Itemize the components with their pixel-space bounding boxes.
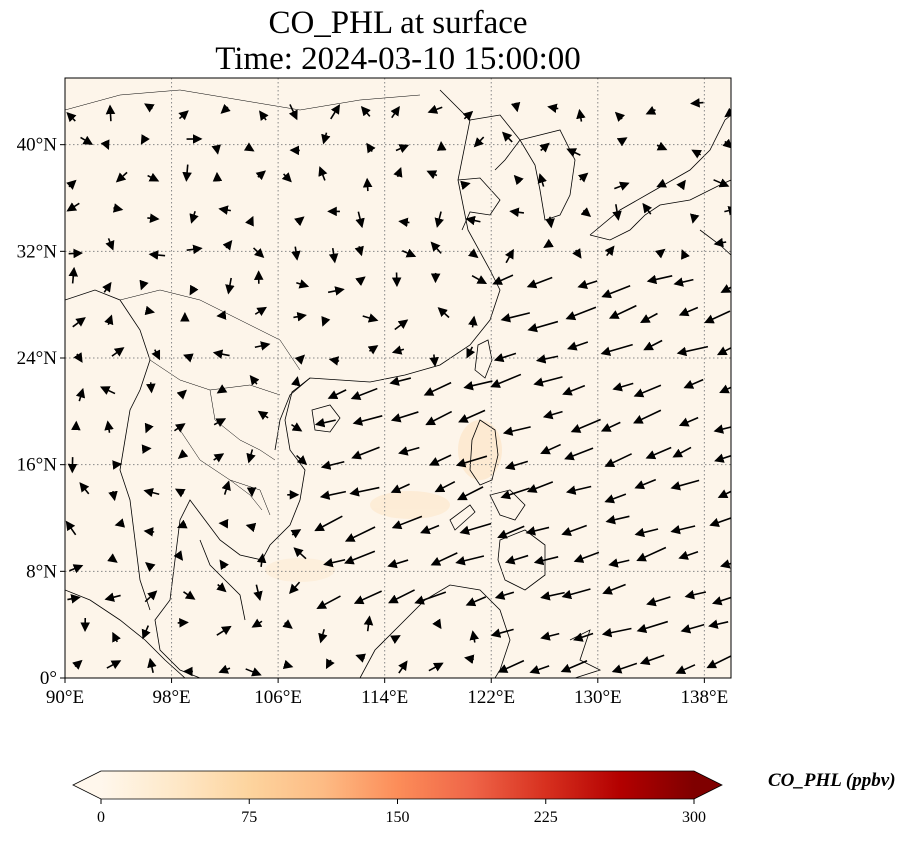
y-axis-ticks: 0° 8°N 16°N 24°N 32°N 40°N	[17, 135, 65, 689]
wind-arrow	[144, 448, 150, 449]
wind-arrow	[110, 106, 111, 121]
colorbar-extend-min	[73, 771, 101, 799]
wind-arrow	[113, 464, 121, 465]
colorbar-gradient	[101, 771, 694, 799]
y-tick-label: 32°N	[17, 241, 58, 262]
x-tick-label: 122°E	[467, 687, 515, 708]
wind-arrow	[367, 179, 368, 191]
x-tick-label: 138°E	[681, 687, 729, 708]
wind-arrow	[151, 382, 152, 391]
colorbar-tick-label: 75	[241, 809, 257, 826]
y-tick-label: 40°N	[17, 135, 58, 156]
wind-arrow	[69, 253, 82, 254]
wind-arrow	[147, 218, 158, 219]
colorbar-tick-label: 150	[386, 809, 410, 826]
y-tick-label: 24°N	[17, 348, 58, 369]
colorbar: 0 75 150 225 300	[73, 771, 722, 826]
x-tick-label: 114°E	[361, 687, 408, 708]
map-background	[65, 78, 731, 678]
x-tick-label: 130°E	[574, 687, 622, 708]
y-tick-label: 16°N	[17, 455, 58, 476]
colorbar-tick-label: 0	[97, 809, 105, 826]
wind-arrow	[145, 531, 154, 532]
x-axis-ticks: 90°E 98°E 106°E 114°E 122°E 130°E 138°E	[46, 678, 728, 708]
colorbar-tick-label: 225	[534, 809, 558, 826]
colorbar-label: CO_PHL (ppbv)	[768, 770, 896, 792]
wind-arrow	[692, 103, 704, 104]
x-tick-label: 90°E	[46, 687, 84, 708]
x-tick-label: 98°E	[152, 687, 190, 708]
colorbar-ticks: 0 75 150 225 300	[97, 799, 706, 826]
colorbar-tick-label: 300	[682, 809, 706, 826]
y-tick-label: 0°	[40, 668, 57, 689]
x-tick-label: 106°E	[254, 687, 302, 708]
wind-arrow	[218, 315, 226, 316]
y-tick-label: 8°N	[26, 561, 57, 582]
colorbar-extend-max	[694, 771, 722, 799]
